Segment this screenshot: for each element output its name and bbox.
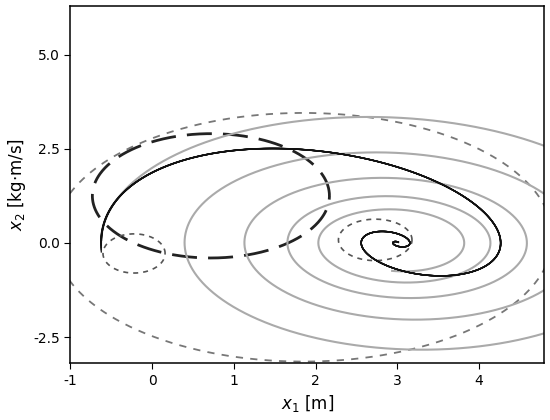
Y-axis label: $x_2$ [kg$\cdot$m/s]: $x_2$ [kg$\cdot$m/s] (6, 138, 28, 231)
X-axis label: $x_1$ [m]: $x_1$ [m] (280, 394, 334, 415)
